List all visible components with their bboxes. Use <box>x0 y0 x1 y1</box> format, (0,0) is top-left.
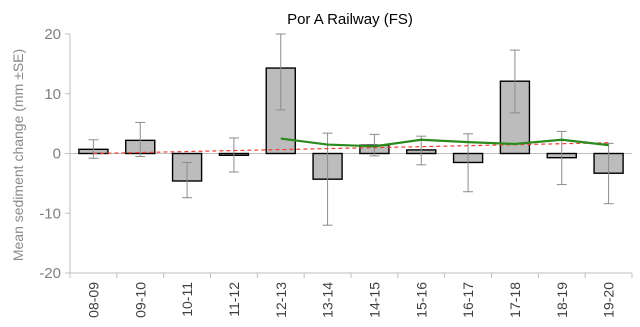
x-tick-label: 12-13 <box>273 282 289 318</box>
y-tick-label: 20 <box>44 26 61 43</box>
x-tick-label: 09-10 <box>132 282 148 318</box>
x-tick-label: 11-12 <box>226 282 242 317</box>
y-tick-label: 0 <box>53 146 61 163</box>
bars <box>78 67 624 182</box>
tick-labels: 20 10 0 -10 -20 08-09 09-10 10-11 11-12 12-13 13-1… <box>39 26 616 318</box>
chart-title: Por A Railway (FS) <box>287 11 413 28</box>
x-tick-label: 19-20 <box>601 282 617 318</box>
trend-line <box>93 142 609 155</box>
x-tick-label: 10-11 <box>179 282 195 317</box>
y-tick-label: 10 <box>44 86 61 103</box>
x-tick-label: 16-17 <box>460 282 476 318</box>
y-tick-label: -10 <box>39 205 61 222</box>
x-tick-label: 18-19 <box>554 282 570 318</box>
x-tick-label: 15-16 <box>413 282 429 318</box>
lines <box>93 137 609 155</box>
x-tick-label: 17-18 <box>507 282 523 318</box>
x-tick-label: 14-15 <box>366 282 382 318</box>
moving-average-line <box>280 137 609 148</box>
x-tick-label: 08-09 <box>85 282 101 318</box>
x-tick-label: 13-14 <box>320 282 336 318</box>
y-tick-label: -20 <box>39 265 61 282</box>
y-axis-label: Mean sediment change (mm ±SE) <box>10 49 26 261</box>
error-bars <box>88 33 614 226</box>
axes <box>65 33 633 278</box>
